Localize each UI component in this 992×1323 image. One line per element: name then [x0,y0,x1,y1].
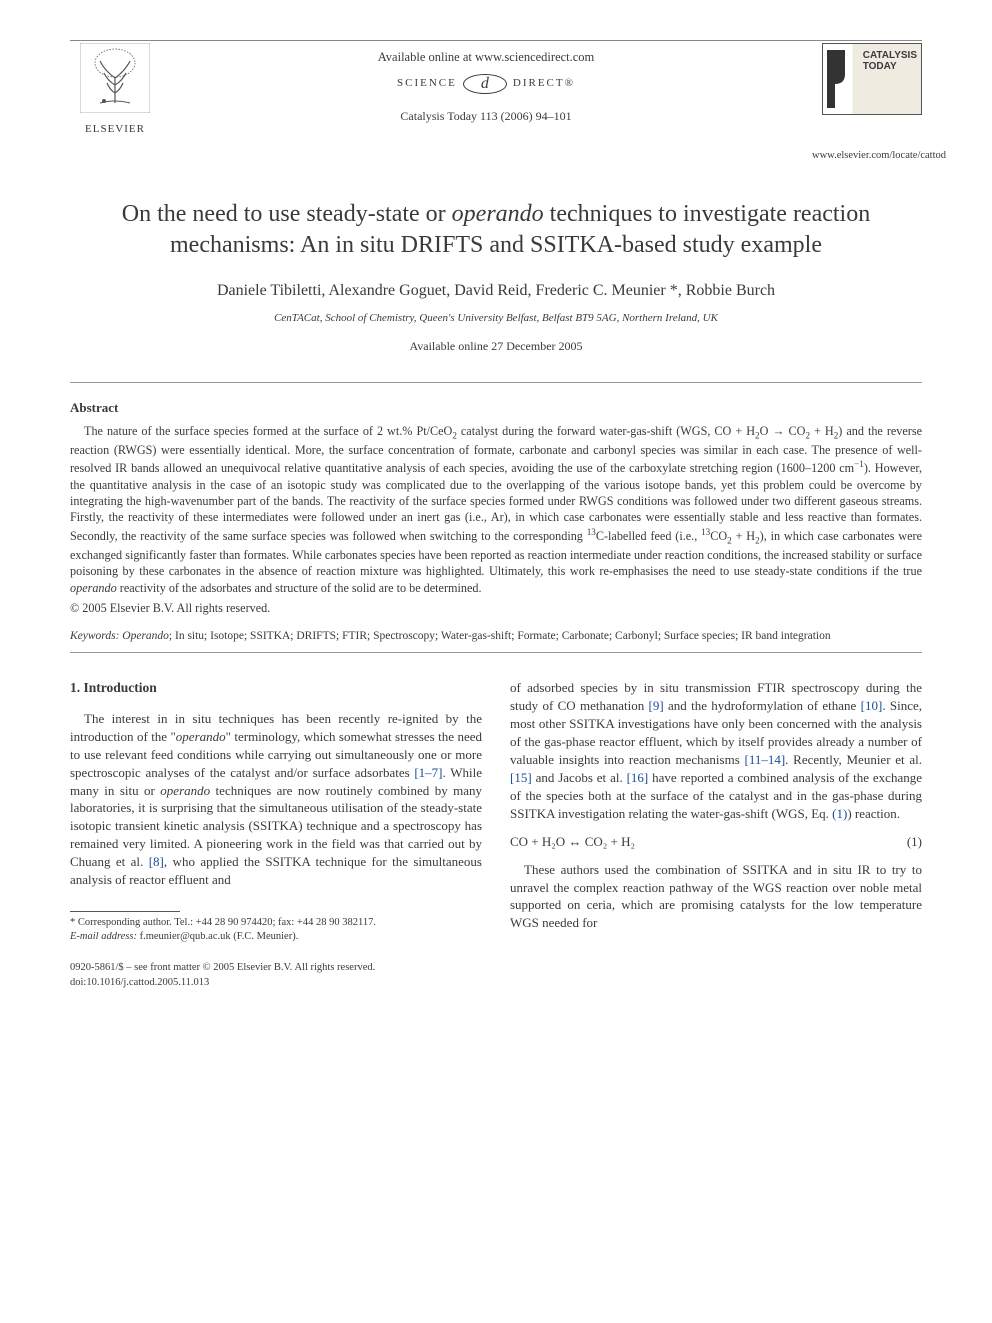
sd-text-left: SCIENCE [397,76,457,91]
left-column: 1. Introduction The interest in in situ … [70,679,482,943]
abs-text: CO [710,529,727,543]
body-text: and Jacobs et al. [532,770,627,785]
keywords-operando: Operando [119,630,169,642]
body-columns: 1. Introduction The interest in in situ … [70,679,922,943]
footnote-rule [70,911,180,912]
citation-link[interactable]: [8] [149,854,164,869]
citation-link[interactable]: [10] [861,698,883,713]
title-part-operando: operando [452,201,544,227]
body-text: and the hydroformylation of ethane [664,698,861,713]
affiliation: CenTACat, School of Chemistry, Queen's U… [70,311,922,326]
citation-link[interactable]: [11–14] [744,752,785,767]
equation-link[interactable]: (1) [832,806,847,821]
authors-line: Daniele Tibiletti, Alexandre Goguet, Dav… [70,280,922,302]
issn-copyright: 0920-5861/$ – see front matter © 2005 El… [70,961,375,975]
journal-logo-text: CATALYSIS TODAY [863,50,917,72]
body-text: These authors used the combination of SS… [510,862,922,931]
body-paragraph-2: These authors used the combination of SS… [510,861,922,933]
footer-left: 0920-5861/$ – see front matter © 2005 El… [70,961,375,989]
page-footer-meta: 0920-5861/$ – see front matter © 2005 El… [70,961,922,989]
available-date: Available online 27 December 2005 [70,338,922,354]
abstract-paragraph: The nature of the surface species formed… [70,423,922,596]
sd-at-icon: d [463,74,507,94]
body-text: ) reaction. [847,806,900,821]
abs-text: O → CO [760,424,806,438]
journal-reference: Catalysis Today 113 (2006) 94–101 [160,108,812,124]
catalysis-today-logo: CATALYSIS TODAY [822,43,922,115]
keywords-block: Keywords: Operando; In situ; Isotope; SS… [70,629,922,645]
sciencedirect-logo: SCIENCE d DIRECT® [160,74,812,94]
center-header: Available online at www.sciencedirect.co… [160,43,812,124]
footnote-email-line: E-mail address: f.meunier@qub.ac.uk (F.C… [70,930,482,944]
citation-link[interactable]: [1–7] [414,765,442,780]
body-text-ital: operando [176,729,226,744]
footnote-email: f.meunier@qub.ac.uk (F.C. Meunier). [137,931,298,942]
citation-link[interactable]: [15] [510,770,532,785]
abs-text: + H [810,424,834,438]
footnote-email-label: E-mail address: [70,931,137,942]
body-text: . Recently, Meunier et al. [785,752,922,767]
equation-body: CO + H₂O ↔ CO₂ + H₂ [510,833,635,851]
sd-text-right: DIRECT® [513,76,575,91]
abstract-bottom-rule [70,652,922,653]
body-paragraph: of adsorbed species by in situ transmiss… [510,679,922,823]
abs-text: reactivity of the adsorbates and structu… [117,581,482,595]
article-title: On the need to use steady-state or opera… [110,199,882,261]
citation-link[interactable]: [9] [649,698,664,713]
journal-logo-graphic [823,44,853,114]
journal-url: www.elsevier.com/locate/cattod [812,149,922,163]
abstract-copyright: © 2005 Elsevier B.V. All rights reserved… [70,600,922,616]
journal-logo-line1: CATALYSIS [863,50,917,61]
section-heading-1: 1. Introduction [70,679,482,698]
keywords-text: ; In situ; Isotope; SSITKA; DRIFTS; FTIR… [169,630,831,642]
abs-text: C-labelled feed (i.e., [596,529,701,543]
abs-text: The nature of the surface species formed… [84,424,452,438]
abstract-heading: Abstract [70,399,922,417]
journal-logo-line2: TODAY [863,61,897,72]
citation-link[interactable]: [16] [627,770,649,785]
abstract-body: The nature of the surface species formed… [70,423,922,596]
doi-line: doi:10.1016/j.cattod.2005.11.013 [70,976,375,990]
abs-text: catalyst during the forward water-gas-sh… [457,424,755,438]
publisher-label: ELSEVIER [70,122,160,137]
equation-number: (1) [907,833,922,851]
journal-logo-block: CATALYSIS TODAY www.elsevier.com/locate/… [812,43,922,163]
title-part-1: On the need to use steady-state or [122,201,452,227]
available-online-line: Available online at www.sciencedirect.co… [160,49,812,66]
abstract-top-rule [70,382,922,383]
keywords-label: Keywords: [70,630,119,642]
publisher-logo-block: ELSEVIER [70,43,160,136]
intro-paragraph: The interest in in situ techniques has b… [70,710,482,889]
abs-text: + H [732,529,755,543]
page-header: ELSEVIER Available online at www.science… [70,43,922,163]
abs-text-ital: operando [70,581,117,595]
top-rule [70,40,922,41]
corresponding-author-footnote: * Corresponding author. Tel.: +44 28 90 … [70,916,482,943]
body-text-ital: operando [160,783,210,798]
elsevier-tree-icon [80,43,150,113]
equation-row: CO + H₂O ↔ CO₂ + H₂ (1) [510,833,922,851]
footnote-corr: * Corresponding author. Tel.: +44 28 90 … [70,916,482,930]
right-column: of adsorbed species by in situ transmiss… [510,679,922,943]
